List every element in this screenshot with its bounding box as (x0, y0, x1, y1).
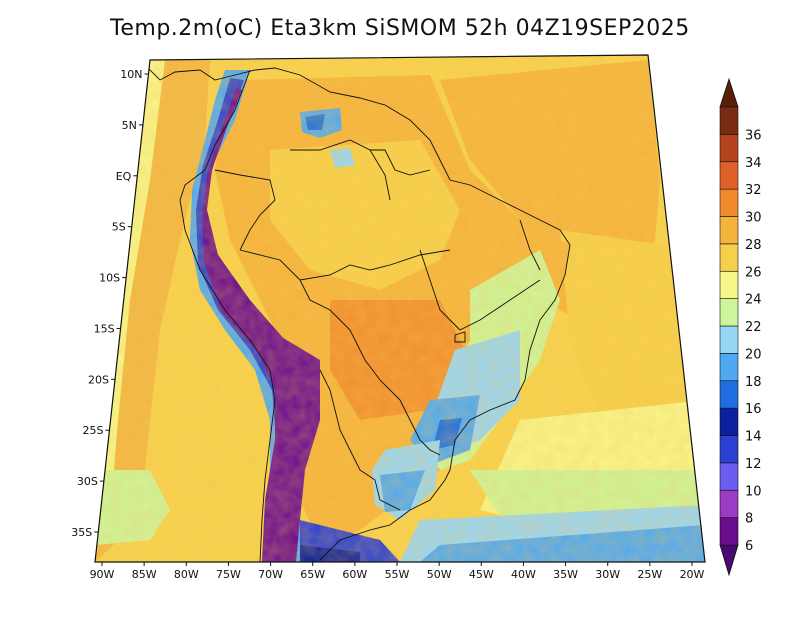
map-frame (94, 54, 706, 563)
colorbar-label: 20 (745, 347, 762, 362)
colorbar-segment (719, 270, 739, 299)
colorbar-label: 26 (745, 265, 762, 280)
colorbar-segment (719, 407, 739, 436)
lat-tick-label: 10S (99, 272, 120, 285)
lat-tick-label: EQ (116, 170, 132, 183)
colorbar-segment (719, 325, 739, 354)
colorbar-label: 12 (745, 457, 762, 472)
colorbar-segment (719, 243, 739, 272)
colorbar-over-triangle (719, 77, 739, 108)
colorbar-segment (719, 489, 739, 518)
colorbar-segment (719, 353, 739, 382)
lon-tick-label: 20W (680, 568, 705, 581)
colorbar-segment (719, 517, 739, 546)
lat-tick-label: 5N (122, 119, 137, 132)
colorbar: 6 8 10 12 14 16 18 20 22 24 26 28 30 32 34 36 (719, 77, 762, 577)
colorbar-label: 24 (745, 293, 762, 308)
lat-tick-label: 15S (94, 322, 115, 335)
lon-tick-label: 80W (174, 568, 199, 581)
lon-tick-label: 65W (300, 568, 325, 581)
colorbar-label: 8 (745, 512, 753, 527)
colorbar-label: 36 (745, 128, 762, 143)
colorbar-segment (719, 380, 739, 409)
lon-tick-label: 50W (427, 568, 452, 581)
lon-tick-label: 40W (511, 568, 536, 581)
lat-tick-label: 5S (112, 221, 126, 234)
temperature-field (95, 55, 705, 562)
colorbar-segment (719, 435, 739, 464)
lon-tick-label: 25W (637, 568, 662, 581)
colorbar-segment (719, 161, 739, 190)
colorbar-label: 30 (745, 211, 762, 226)
lon-tick-label: 45W (469, 568, 494, 581)
lon-tick-label: 75W (216, 568, 241, 581)
lon-tick-label: 60W (342, 568, 367, 581)
colorbar-label: 34 (745, 156, 762, 171)
lon-tick-label: 70W (258, 568, 283, 581)
colorbar-label: 6 (745, 539, 753, 554)
colorbar-label: 28 (745, 238, 762, 253)
colorbar-label: 16 (745, 402, 762, 417)
lon-tick-label: 85W (132, 568, 157, 581)
colorbar-segment (719, 188, 739, 217)
colorbar-segment (719, 106, 739, 135)
lat-tick-label: 25S (82, 424, 103, 437)
colorbar-label: 22 (745, 320, 762, 335)
lon-tick-label: 90W (90, 568, 115, 581)
longitude-axis: 90W 85W 80W 75W 70W 65W 60W 55W 50W 45W 40W 35W 30W 2… (90, 562, 705, 581)
lon-tick-label: 35W (553, 568, 578, 581)
lat-tick-label: 30S (77, 475, 98, 488)
colorbar-label: 32 (745, 183, 762, 198)
colorbar-segment (719, 298, 739, 327)
country-borders (139, 59, 571, 562)
colorbar-label: 14 (745, 430, 762, 445)
colorbar-segment (719, 216, 739, 245)
lat-tick-label: 10N (120, 68, 142, 81)
colorbar-under-triangle (719, 544, 739, 577)
lat-tick-label: 35S (71, 526, 92, 539)
latitude-axis: 10N 5N EQ 5S 10S 15S 20S 25S 30S 35S (71, 68, 149, 539)
colorbar-segment (719, 134, 739, 163)
lat-tick-label: 20S (88, 373, 109, 386)
colorbar-segment (719, 462, 739, 491)
colorbar-label: 18 (745, 375, 762, 390)
lon-tick-label: 55W (385, 568, 410, 581)
lon-tick-label: 30W (595, 568, 620, 581)
map-title: Temp.2m(oC) Eta3km SiSMOM 52h 04Z19SEP20… (110, 16, 690, 41)
colorbar-label: 10 (745, 484, 762, 499)
